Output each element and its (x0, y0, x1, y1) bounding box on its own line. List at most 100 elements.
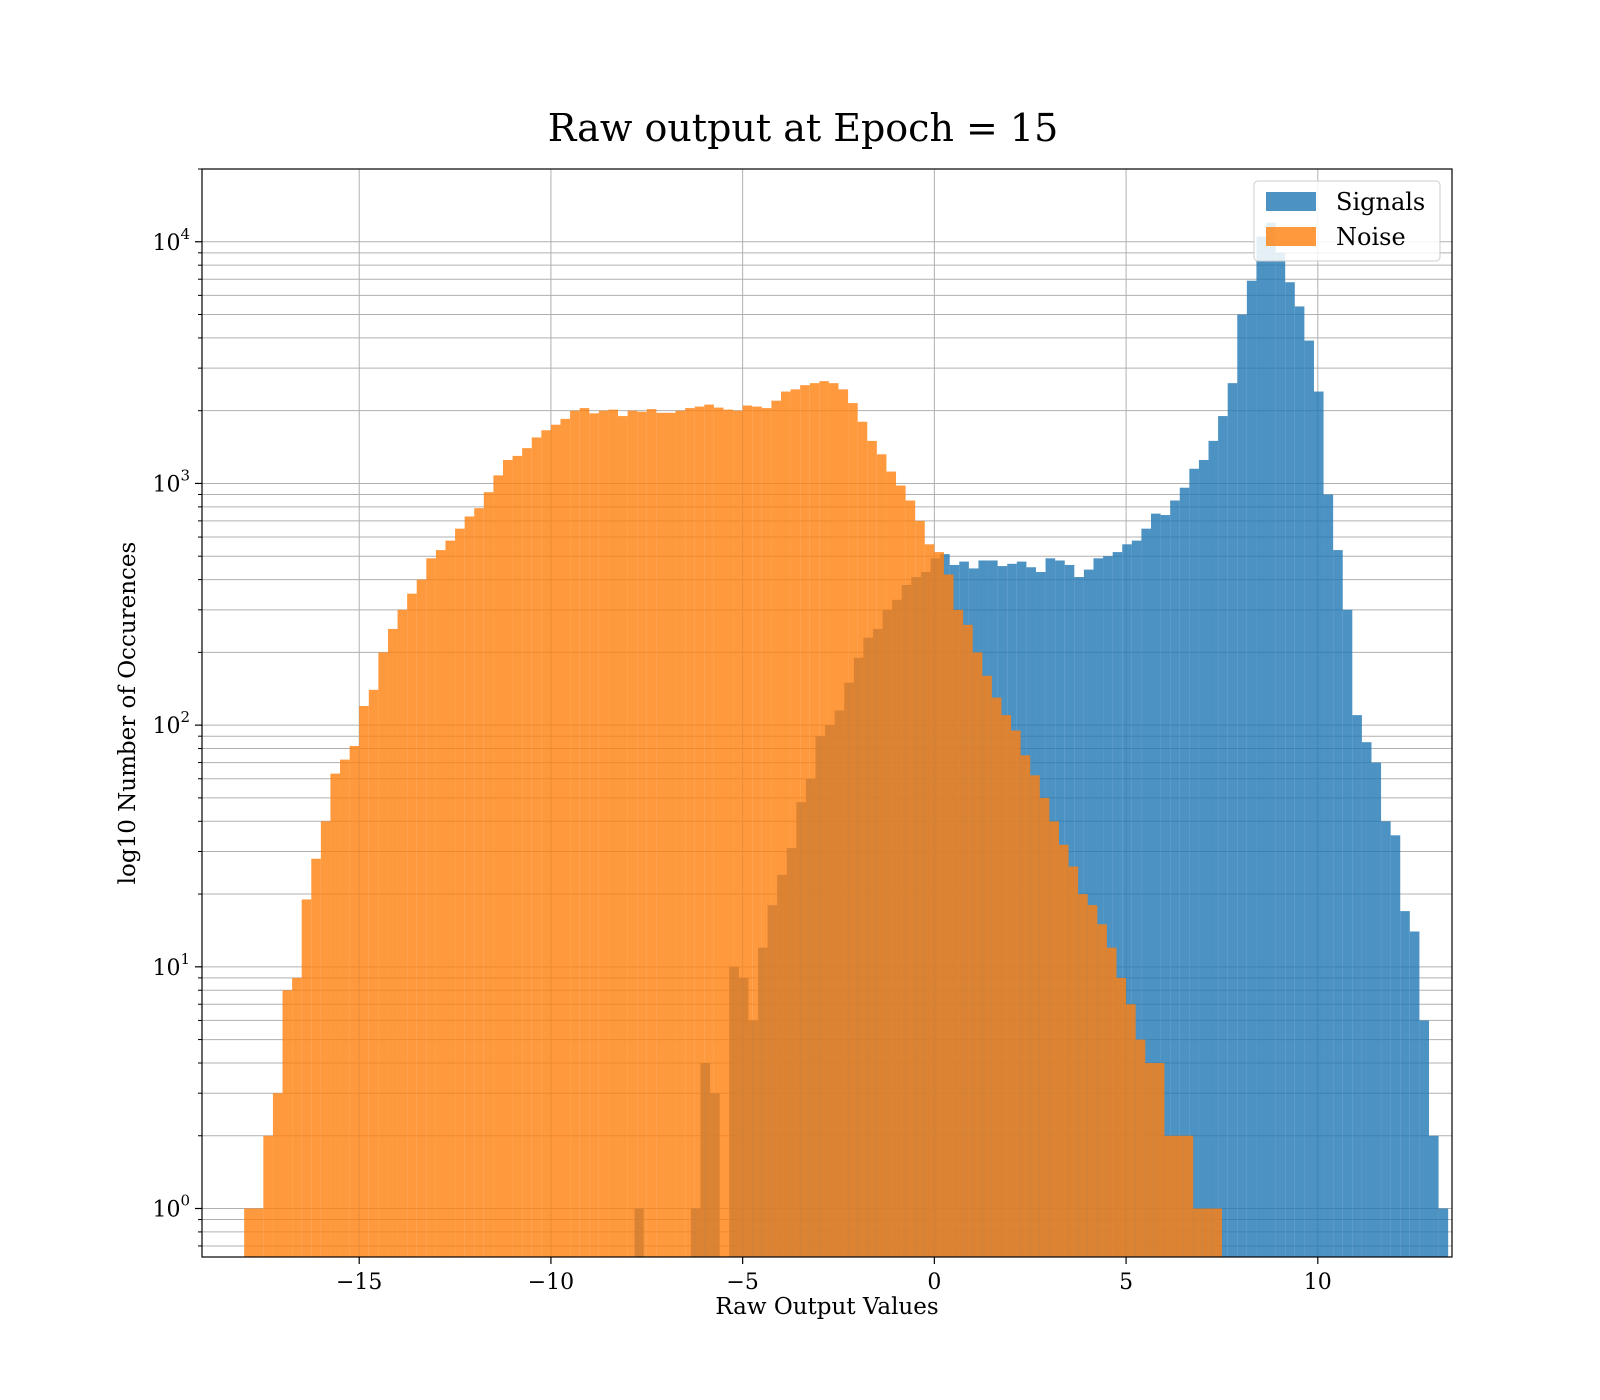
histogram-bar (1097, 924, 1107, 1257)
histogram-bar (1208, 440, 1219, 1257)
plot-frame (201, 168, 1453, 1258)
y-tick-label: 101 (152, 950, 190, 981)
histogram-bar (550, 424, 561, 1257)
histogram-bar (502, 460, 513, 1257)
histogram-bar (1170, 500, 1180, 1257)
histogram-bar (1246, 280, 1257, 1257)
chart-title: Raw output at Epoch = 15 (548, 106, 1059, 150)
series-noise (244, 381, 1222, 1258)
histogram-bar (579, 408, 590, 1257)
histogram-bar (1198, 460, 1209, 1257)
histogram-bar (320, 821, 331, 1257)
histogram-bar (915, 520, 925, 1257)
histogram-bar (991, 697, 1002, 1257)
axis-ticks: −15 −10 −5 0 5 10 100 101 102 103 104 (152, 168, 1332, 1295)
x-tick-label: −10 (528, 1270, 574, 1295)
legend: Signals Noise (1253, 180, 1441, 262)
histogram-bar (886, 471, 897, 1257)
histogram-bar (560, 418, 571, 1258)
histogram-bar (1011, 730, 1021, 1257)
histogram-bar (1400, 911, 1410, 1257)
histogram-bar (1428, 1135, 1439, 1257)
histogram-bar (752, 406, 762, 1257)
x-tick-label: 5 (1119, 1270, 1133, 1295)
histogram-bar (665, 412, 676, 1257)
histogram-bar (608, 409, 619, 1258)
histogram-bar (1390, 835, 1401, 1257)
histogram-bar (1154, 1062, 1165, 1257)
histogram-bar (1001, 715, 1012, 1257)
histogram-bar (780, 391, 791, 1258)
histogram-bar (809, 383, 820, 1257)
histogram-bar (426, 558, 436, 1257)
histogram-bar (867, 440, 877, 1257)
histogram-bar (311, 858, 321, 1257)
histogram-bar (1381, 821, 1391, 1257)
histogram-bar (445, 540, 456, 1257)
histogram-bar (1151, 513, 1161, 1257)
histogram-bar (1189, 468, 1199, 1257)
histogram-bar (1313, 391, 1324, 1258)
histogram-bar (589, 413, 599, 1257)
histogram-bar (1039, 797, 1050, 1257)
histogram-bar (1020, 755, 1031, 1257)
histogram-bar (407, 593, 417, 1257)
histogram-bar (1135, 1039, 1146, 1257)
x-tick-label: 10 (1304, 1270, 1332, 1295)
histogram-bar (1160, 515, 1171, 1257)
histogram-bar (771, 400, 781, 1257)
legend-swatch-noise (1266, 227, 1316, 246)
histogram-bar (1409, 931, 1420, 1257)
histogram-bar (1275, 252, 1286, 1258)
histogram-bar (1218, 416, 1228, 1258)
histogram-bar (1227, 383, 1238, 1257)
x-tick-label: 0 (927, 1270, 941, 1295)
y-tick-label: 103 (152, 466, 190, 497)
histogram-bar (349, 745, 360, 1257)
histogram-bar (1179, 487, 1190, 1257)
histogram-bar (761, 408, 772, 1257)
histogram-bar (982, 675, 992, 1257)
histogram-bar (1361, 742, 1372, 1257)
legend-label-noise: Noise (1336, 223, 1406, 251)
histogram-bar (263, 1135, 273, 1257)
histogram-bar (934, 552, 944, 1257)
histogram-bar (1078, 894, 1088, 1257)
histogram-bar (646, 409, 657, 1257)
histogram-bar (1122, 544, 1132, 1257)
histogram-bar (1285, 282, 1295, 1257)
histogram-bar (483, 492, 494, 1257)
histogram-bar (723, 409, 734, 1258)
histogram-bar (924, 544, 935, 1257)
histogram-bar (1256, 236, 1267, 1258)
histogram-bar (1419, 1020, 1429, 1257)
histogram-bar (330, 773, 341, 1257)
histogram-bar (627, 410, 638, 1258)
histogram-bar (1352, 715, 1362, 1257)
x-tick-label: −15 (336, 1270, 382, 1295)
histogram-bar (637, 411, 647, 1257)
histogram-bar (1103, 556, 1113, 1257)
histogram-bar (713, 407, 724, 1257)
histogram-bar (1068, 866, 1079, 1257)
histogram-bar (378, 652, 388, 1257)
histogram-bar (963, 624, 973, 1257)
histogram-bar (272, 1093, 283, 1257)
histogram-bar (1294, 306, 1305, 1257)
histogram-bar (704, 404, 714, 1258)
histogram-bar (1049, 821, 1059, 1257)
histogram-bar (1058, 844, 1069, 1257)
histogram-bar (1030, 775, 1040, 1257)
histogram-bar (359, 705, 369, 1257)
histogram-bar (1438, 1208, 1449, 1257)
histogram-bar (800, 385, 810, 1257)
histogram-bar (512, 455, 523, 1258)
histogram-bar (244, 1208, 264, 1257)
histogram-bar (541, 430, 551, 1257)
legend-label-signals: Signals (1336, 188, 1425, 216)
histogram-bar (416, 579, 427, 1257)
histogram-bar (1202, 1208, 1213, 1257)
histogram-bar (397, 609, 408, 1257)
histogram-bar (1093, 558, 1104, 1257)
histogram-bar (953, 609, 964, 1257)
